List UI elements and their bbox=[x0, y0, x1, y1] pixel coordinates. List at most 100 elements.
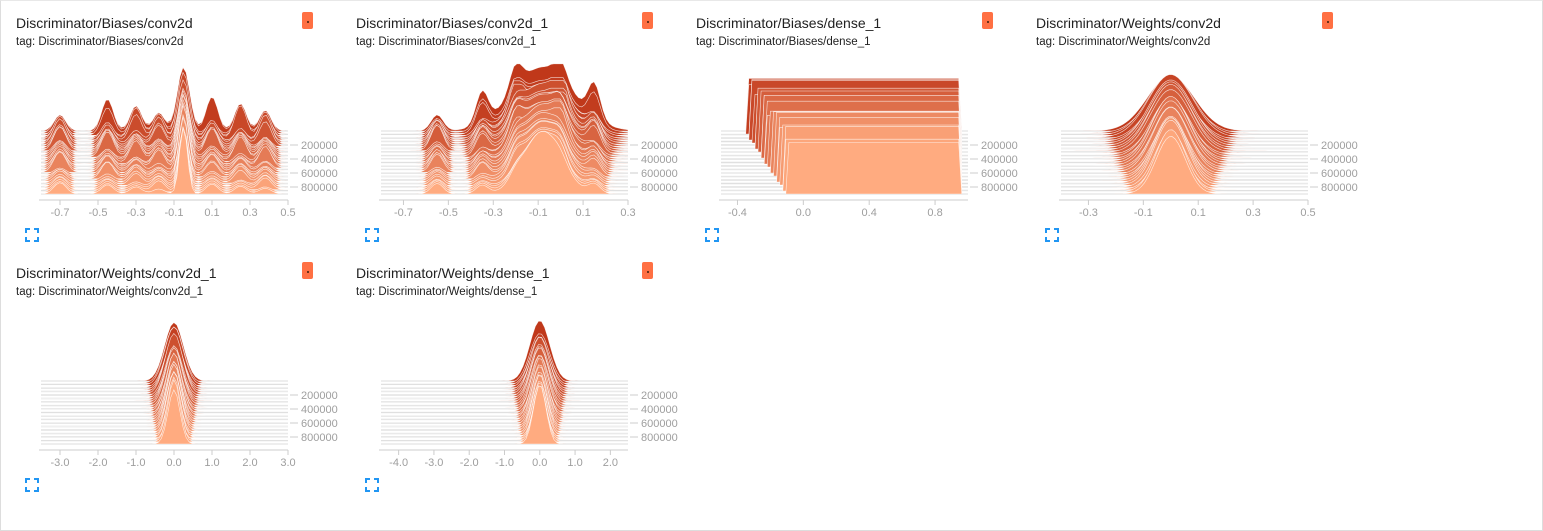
histogram-card: Discriminator/Biases/dense_1 tag: Discri… bbox=[681, 1, 1018, 246]
x-tick-label: -4.0 bbox=[389, 457, 408, 469]
step-tick-label: 600000 bbox=[981, 168, 1018, 180]
histogram-slice bbox=[40, 104, 289, 173]
x-tick-label: -2.0 bbox=[89, 457, 108, 469]
x-tick-label: -0.5 bbox=[89, 207, 108, 219]
histogram-slice bbox=[381, 365, 628, 417]
fullscreen-icon[interactable] bbox=[1045, 228, 1059, 242]
step-tick-label: 200000 bbox=[641, 390, 678, 402]
card-title: Discriminator/Weights/conv2d_1 bbox=[16, 265, 217, 281]
histogram-slice bbox=[381, 358, 628, 408]
histogram-card: Discriminator/Biases/conv2d_1 tag: Discr… bbox=[341, 1, 678, 246]
x-tick-label: -0.3 bbox=[127, 207, 146, 219]
fullscreen-icon[interactable] bbox=[25, 478, 39, 492]
histogram-card: Discriminator/Weights/conv2d_1 tag: Disc… bbox=[1, 251, 338, 496]
run-color-badge[interactable] bbox=[302, 12, 313, 29]
card-title: Discriminator/Biases/conv2d bbox=[16, 15, 193, 31]
x-tick-label: 0.0 bbox=[166, 457, 181, 469]
histogram-slice bbox=[41, 345, 288, 403]
histogram-slice bbox=[1061, 136, 1308, 195]
histogram-chart: -3.0 -2.0 -1.0 0.0 1.0 2.0 3.0 200000 400000 6000… bbox=[39, 322, 338, 469]
step-tick-label: 800000 bbox=[301, 182, 338, 194]
histogram-slice bbox=[381, 364, 628, 421]
step-tick-label: 800000 bbox=[301, 432, 338, 444]
histogram-slice bbox=[381, 362, 628, 410]
histogram-slice bbox=[40, 127, 288, 195]
x-tick-label: -0.1 bbox=[165, 207, 184, 219]
x-tick-label: 0.0 bbox=[532, 457, 547, 469]
step-tick-label: 600000 bbox=[641, 168, 678, 180]
run-color-badge[interactable] bbox=[642, 262, 653, 279]
step-tick-label: 600000 bbox=[641, 418, 678, 430]
card-tag: tag: Discriminator/Biases/conv2d bbox=[16, 36, 184, 48]
histogram-slice bbox=[381, 347, 628, 403]
histogram-slice bbox=[381, 346, 628, 401]
histogram-slice bbox=[381, 347, 628, 399]
step-tick-label: 800000 bbox=[641, 182, 678, 194]
step-tick-label: 800000 bbox=[981, 182, 1018, 194]
run-color-badge[interactable] bbox=[982, 12, 993, 29]
histogram-slice bbox=[381, 376, 628, 427]
x-tick-label: -0.7 bbox=[51, 207, 70, 219]
card-title: Discriminator/Biases/dense_1 bbox=[696, 15, 882, 31]
x-tick-label: 0.8 bbox=[927, 207, 942, 219]
step-tick-label: 200000 bbox=[301, 390, 338, 402]
x-tick-label: 0.4 bbox=[862, 207, 877, 219]
x-tick-label: 0.3 bbox=[242, 207, 257, 219]
histogram-slice bbox=[381, 342, 628, 390]
x-tick-label: 0.1 bbox=[204, 207, 219, 219]
histogram-slice bbox=[381, 387, 628, 440]
card-tag: tag: Discriminator/Weights/conv2d bbox=[1036, 36, 1211, 48]
step-tick-label: 200000 bbox=[1321, 140, 1358, 152]
x-tick-label: -3.0 bbox=[424, 457, 443, 469]
histogram-slice bbox=[40, 93, 289, 158]
x-tick-label: -1.0 bbox=[127, 457, 146, 469]
histogram-slice bbox=[381, 336, 628, 388]
run-color-badge[interactable] bbox=[1322, 12, 1333, 29]
x-tick-label: -0.5 bbox=[439, 207, 458, 219]
fullscreen-icon[interactable] bbox=[705, 228, 719, 242]
histogram-slice bbox=[41, 389, 288, 445]
step-tick-label: 800000 bbox=[641, 432, 678, 444]
histogram-slice bbox=[381, 392, 628, 438]
x-tick-label: -0.4 bbox=[728, 207, 747, 219]
card-title: Discriminator/Weights/conv2d bbox=[1036, 15, 1221, 31]
histogram-slice bbox=[381, 385, 628, 443]
histogram-chart: -0.3 -0.1 0.1 0.3 0.5 200000 400000 600000 80000… bbox=[1059, 74, 1358, 219]
run-color-badge[interactable] bbox=[642, 12, 653, 29]
step-tick-label: 800000 bbox=[1321, 182, 1358, 194]
histogram-slice bbox=[381, 320, 628, 382]
x-tick-label: 0.3 bbox=[620, 207, 635, 219]
histogram-slice bbox=[381, 340, 628, 393]
fullscreen-icon[interactable] bbox=[25, 228, 39, 242]
histogram-slice bbox=[41, 346, 288, 397]
card-tag: tag: Discriminator/Weights/dense_1 bbox=[356, 286, 538, 298]
card-tag: tag: Discriminator/Biases/conv2d_1 bbox=[356, 36, 537, 48]
histogram-card: Discriminator/Weights/dense_1 tag: Discr… bbox=[341, 251, 678, 496]
histogram-slice bbox=[381, 374, 628, 430]
step-tick-label: 400000 bbox=[641, 404, 678, 416]
step-tick-label: 200000 bbox=[641, 140, 678, 152]
histogram-slice bbox=[41, 333, 288, 395]
histogram-slice bbox=[381, 358, 628, 419]
step-tick-label: 600000 bbox=[301, 418, 338, 430]
step-tick-label: 400000 bbox=[641, 154, 678, 166]
histogram-slice bbox=[381, 366, 628, 414]
x-tick-label: 0.1 bbox=[1191, 207, 1206, 219]
card-tag: tag: Discriminator/Biases/dense_1 bbox=[696, 36, 871, 48]
step-tick-label: 600000 bbox=[301, 168, 338, 180]
histogram-slice bbox=[381, 366, 628, 423]
fullscreen-icon[interactable] bbox=[365, 478, 379, 492]
fullscreen-icon[interactable] bbox=[365, 228, 379, 242]
histogram-chart: -0.7 -0.5 -0.3 -0.1 0.1 0.3 0.5 200000 400000 600… bbox=[39, 66, 338, 219]
step-tick-label: 200000 bbox=[981, 140, 1018, 152]
x-tick-label: 0.1 bbox=[575, 207, 590, 219]
run-color-badge[interactable] bbox=[302, 262, 313, 279]
x-tick-label: -0.1 bbox=[1134, 207, 1153, 219]
card-title: Discriminator/Biases/conv2d_1 bbox=[356, 15, 549, 31]
x-tick-label: 0.3 bbox=[1245, 207, 1260, 219]
histogram-chart: -0.4 0.0 0.4 0.8 200000 400000 600000 800000 bbox=[719, 78, 1018, 219]
x-tick-label: -3.0 bbox=[51, 457, 70, 469]
step-tick-label: 600000 bbox=[1321, 168, 1358, 180]
histogram-slice bbox=[381, 372, 628, 425]
